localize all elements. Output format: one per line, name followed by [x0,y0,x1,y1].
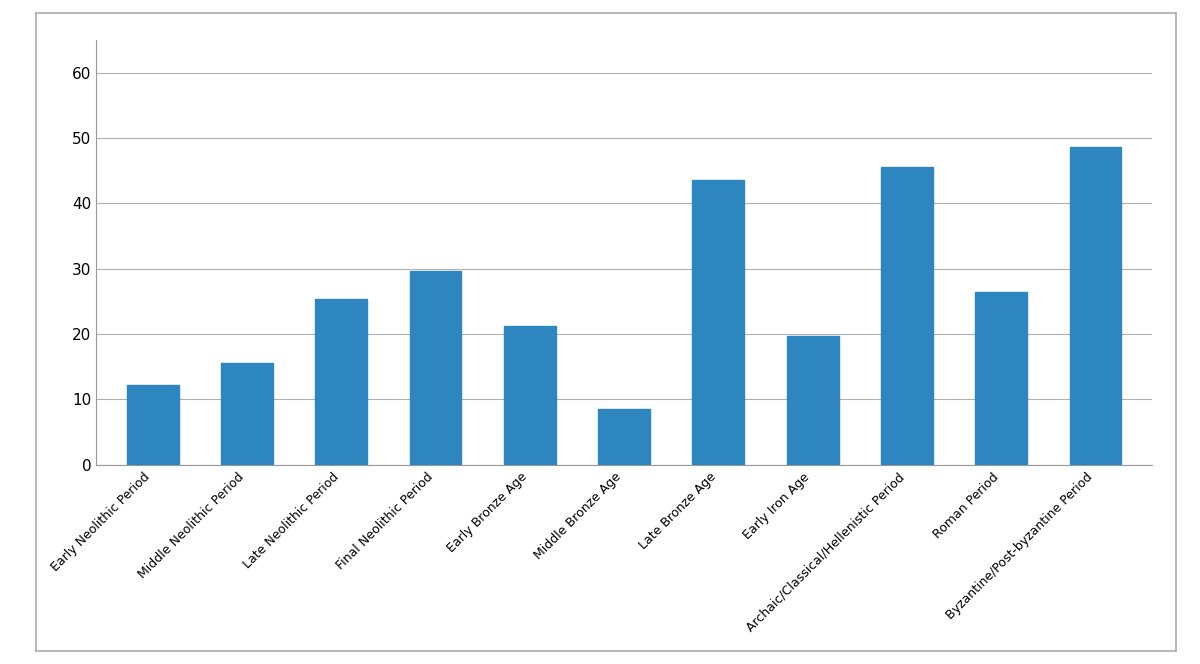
Bar [1069,147,1121,465]
Bar [409,272,461,465]
Bar [316,299,367,465]
Bar [127,385,179,465]
Bar [221,363,272,465]
Bar [976,291,1027,465]
Bar [598,408,650,465]
Bar [787,336,839,465]
Bar [692,181,744,465]
Bar [504,325,556,465]
Bar [881,167,932,465]
